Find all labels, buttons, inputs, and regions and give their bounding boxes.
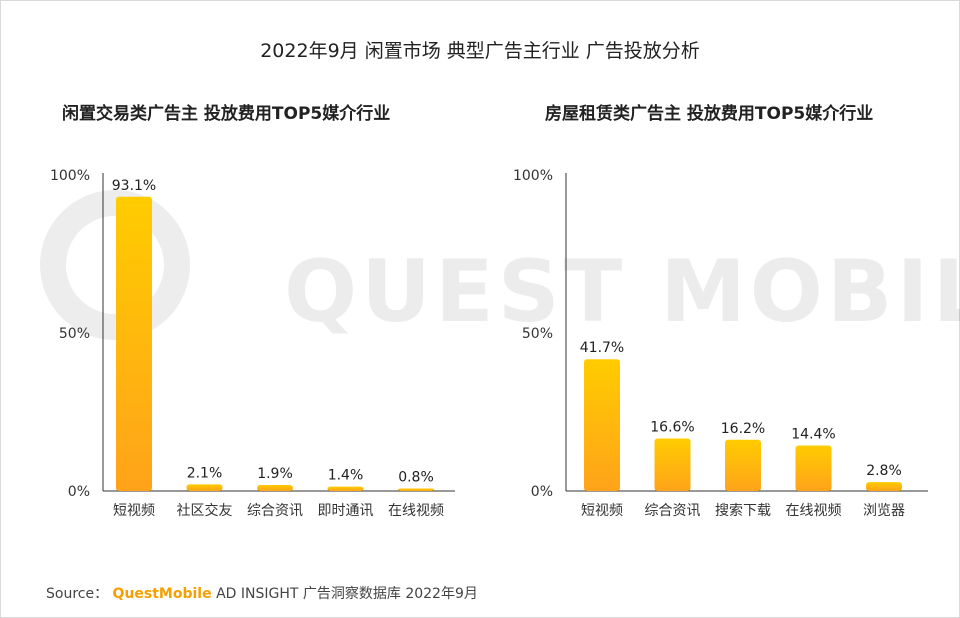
left-value-label: 2.1% <box>187 465 223 481</box>
right-bar <box>866 482 902 491</box>
right-value-label: 16.2% <box>721 421 765 437</box>
left-category-label: 短视频 <box>113 503 155 519</box>
source-text: AD INSIGHT 广告洞察数据库 2022年9月 <box>216 586 478 602</box>
source-brand: QuestMobile <box>112 586 212 602</box>
right-category-label: 搜索下载 <box>715 502 771 519</box>
source-label: Source： <box>46 586 109 602</box>
left-category-label: 社区交友 <box>177 502 233 519</box>
right-bar <box>584 359 620 491</box>
left-y-tick-label: 100% <box>50 168 90 184</box>
left-bar <box>398 488 434 491</box>
left-bar <box>186 484 223 491</box>
left-y-tick-label: 0% <box>68 484 90 500</box>
right-value-label: 41.7% <box>580 340 624 356</box>
right-category-label: 综合资讯 <box>645 503 701 519</box>
left-value-label: 93.1% <box>112 178 156 194</box>
main-title: 2022年9月 闲置市场 典型广告主行业 广告投放分析 <box>260 40 700 62</box>
left-value-label: 0.8% <box>398 469 434 485</box>
right-value-label: 14.4% <box>791 426 835 442</box>
source-note: Source： QuestMobile AD INSIGHT 广告洞察数据库 2… <box>46 583 478 603</box>
left-category-label: 即时通讯 <box>318 503 374 519</box>
right-category-label: 在线视频 <box>786 503 842 519</box>
left-bar <box>257 484 293 491</box>
left-value-label: 1.9% <box>257 466 293 482</box>
right-value-label: 2.8% <box>866 463 902 479</box>
left-y-tick-label: 50% <box>59 326 90 342</box>
left-category-label: 在线视频 <box>388 503 444 519</box>
right-value-label: 16.6% <box>650 420 694 436</box>
left-bar <box>327 486 364 491</box>
right-y-tick-label: 100% <box>513 168 553 184</box>
right-bar <box>654 438 691 491</box>
right-bar <box>725 439 761 491</box>
right-category-label: 浏览器 <box>863 503 905 519</box>
right-y-tick-label: 50% <box>522 326 553 342</box>
right-chart-title: 房屋租赁类广告主 投放费用TOP5媒介行业 <box>545 104 874 124</box>
left-value-label: 1.4% <box>328 468 364 484</box>
left-category-label: 综合资讯 <box>247 503 303 519</box>
right-category-label: 短视频 <box>581 503 623 519</box>
right-y-tick-label: 0% <box>531 484 553 500</box>
right-bar <box>795 445 832 491</box>
left-bar <box>116 196 152 491</box>
left-chart-title: 闲置交易类广告主 投放费用TOP5媒介行业 <box>62 104 391 124</box>
